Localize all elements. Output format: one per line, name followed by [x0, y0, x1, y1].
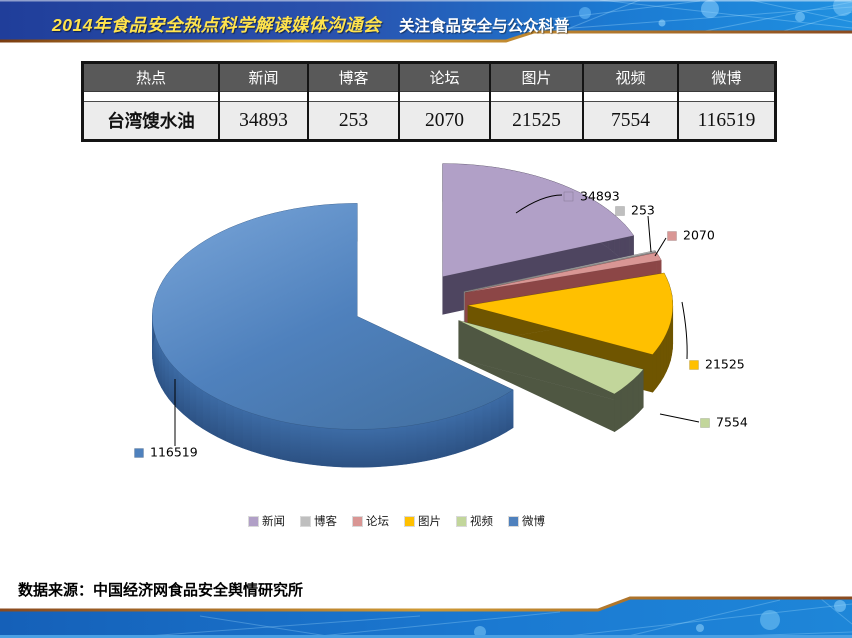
pie-slice-新闻	[442, 163, 635, 315]
legend-item-blog: 博客	[300, 513, 337, 529]
leader-line	[681, 301, 688, 360]
table-header-cell: 视频	[584, 64, 677, 92]
table-spacer	[220, 92, 307, 101]
data-label-value: 253	[631, 203, 655, 218]
header-top-edge	[0, 0, 852, 2]
data-label-value: 2070	[683, 228, 715, 243]
legend-label: 论坛	[366, 516, 389, 528]
header-trim	[0, 30, 852, 43]
data-label-value: 21525	[705, 357, 745, 372]
table-cell-topic: 台湾馊水油	[84, 101, 218, 139]
pie-slice-微博	[152, 203, 514, 468]
table-cell-forum: 2070	[400, 101, 489, 139]
stats-table: 热点 新闻 博客 论坛 图片 视频 微博 台湾馊水油 34893 253 207…	[81, 61, 777, 142]
footer-trim	[0, 596, 852, 612]
legend-label: 新闻	[262, 516, 285, 528]
table-cell-weibo: 116519	[679, 101, 774, 139]
leader-line	[659, 413, 700, 423]
leader-line	[654, 237, 667, 257]
data-label-微博: 116519	[134, 379, 198, 460]
legend-item-weibo: 微博	[508, 513, 545, 529]
network-pattern	[454, 0, 852, 33]
source-note: 数据来源：中国经济网食品安全舆情研究所	[18, 582, 304, 599]
data-label-value: 34893	[580, 189, 620, 204]
table-cell-image: 21525	[491, 101, 582, 139]
legend-marker	[248, 515, 259, 527]
legend-item-news: 新闻	[248, 513, 285, 529]
page-subtitle: 关注食品安全与公众科普	[398, 18, 570, 35]
table-header-cell: 热点	[84, 64, 218, 92]
legend-marker	[456, 515, 467, 527]
legend-label: 博客	[314, 516, 337, 528]
table-spacer	[679, 92, 774, 101]
table-header-cell: 博客	[309, 64, 398, 92]
legend-marker	[300, 515, 311, 527]
leader-line	[647, 215, 652, 253]
data-label-marker	[667, 231, 677, 241]
pie-chart: 34893 253 2070 21525 7554 116519	[134, 163, 748, 468]
legend-marker	[508, 515, 519, 527]
data-label-图片: 21525	[681, 301, 745, 372]
data-label-marker	[615, 206, 625, 216]
table-header-cell: 微博	[679, 64, 774, 92]
table-header-cell: 图片	[491, 64, 582, 92]
table-header-cell: 新闻	[220, 64, 307, 92]
data-label-论坛: 2070	[654, 228, 715, 257]
data-label-marker	[134, 448, 144, 458]
data-label-marker	[689, 360, 699, 370]
table-cell-news: 34893	[220, 101, 307, 139]
table-spacer	[400, 92, 489, 101]
legend-item-image: 图片	[404, 513, 441, 529]
data-label-value: 116519	[150, 445, 198, 460]
legend-item-video: 视频	[456, 513, 493, 529]
legend-marker	[352, 515, 363, 527]
table-spacer	[491, 92, 582, 101]
table-spacer	[309, 92, 398, 101]
table-cell-blog: 253	[309, 101, 398, 139]
legend-item-forum: 论坛	[352, 513, 389, 529]
leader-line	[515, 194, 563, 214]
data-label-value: 7554	[716, 415, 748, 430]
header-titles: 2014年食品安全热点科学解读媒体沟通会 关注食品安全与公众科普	[52, 12, 569, 37]
legend-label: 视频	[470, 516, 493, 528]
table-cell-video: 7554	[584, 101, 677, 139]
legend-marker	[404, 515, 415, 527]
network-glow-dots	[579, 0, 852, 27]
footer-band	[0, 598, 852, 638]
table-spacer	[84, 92, 218, 101]
pie-slice-视频	[458, 320, 644, 433]
legend-label: 图片	[418, 516, 441, 528]
header-banner	[0, 0, 852, 43]
data-label-博客: 253	[615, 203, 655, 253]
data-label-marker	[700, 418, 710, 428]
data-label-新闻: 34893	[515, 189, 620, 214]
data-label-视频: 7554	[659, 413, 748, 430]
page-title: 2014年食品安全热点科学解读媒体沟通会	[52, 15, 381, 35]
footer-banner	[0, 596, 852, 638]
data-label-marker	[563, 191, 574, 202]
legend-label: 微博	[522, 516, 545, 528]
legend: 新闻 博客 论坛 图片 视频 微博	[248, 513, 545, 529]
table-spacer	[584, 92, 677, 101]
table-header-cell: 论坛	[400, 64, 489, 92]
footer-bottom-strip	[0, 635, 852, 638]
